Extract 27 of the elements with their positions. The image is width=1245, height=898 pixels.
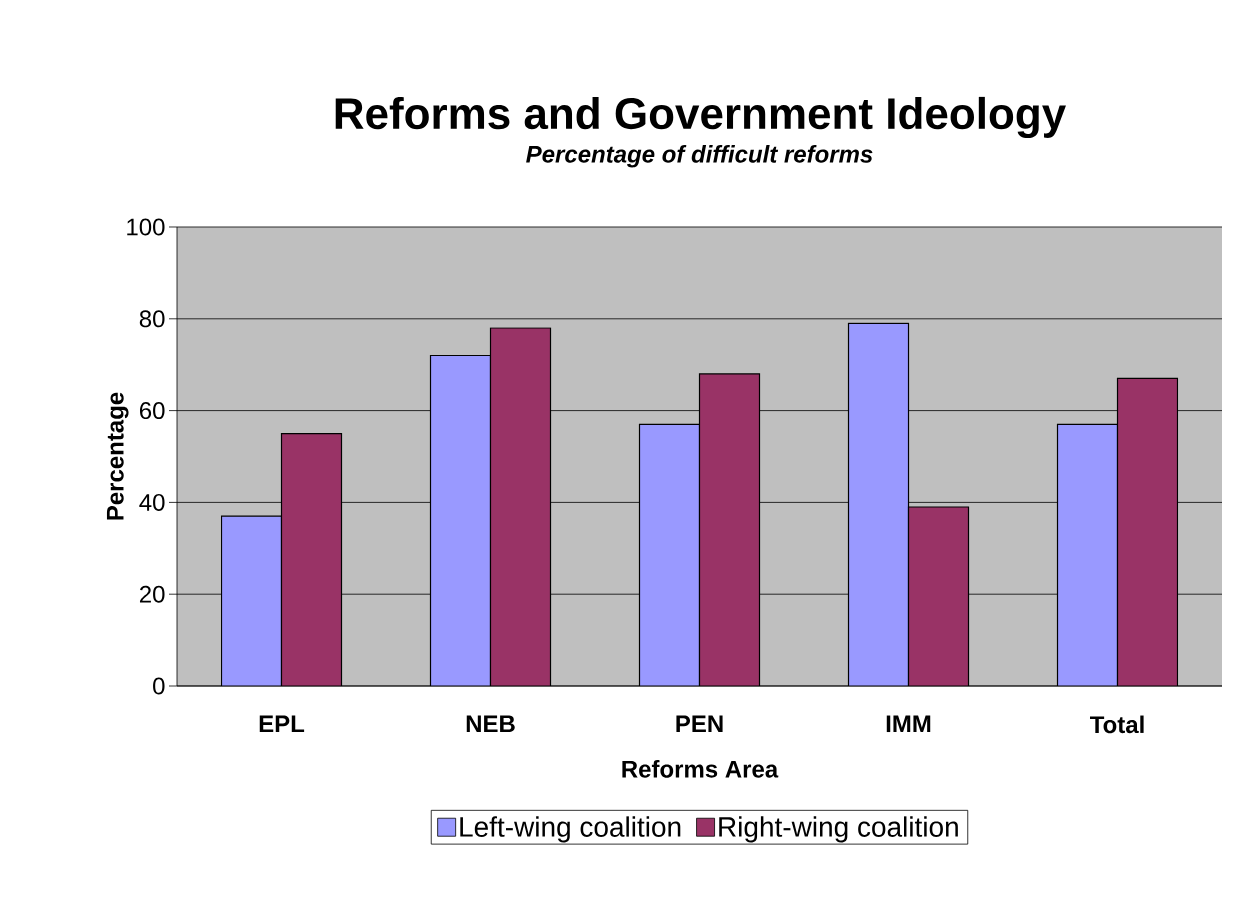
x-tick-label: IMM xyxy=(886,715,931,733)
y-tick-label: 20 xyxy=(139,585,165,603)
y-tick-label: 0 xyxy=(153,677,165,695)
bar xyxy=(489,327,552,686)
bar xyxy=(907,506,970,686)
bar xyxy=(1056,423,1119,686)
legend-label: Right-wing coalition xyxy=(719,816,958,843)
bar xyxy=(429,354,492,686)
bar xyxy=(220,515,283,686)
y-tick-label: 40 xyxy=(139,493,165,511)
y-tick-label: 60 xyxy=(140,402,165,420)
x-tick-label: EPL xyxy=(259,715,305,733)
y-tick-label: 80 xyxy=(139,310,165,328)
y-tick-label: 100 xyxy=(127,218,165,236)
x-tick-label: PEN xyxy=(676,715,723,733)
legend-label: Left-wing coalition xyxy=(460,816,681,843)
y-axis-title: Percentage xyxy=(106,392,129,520)
chart-subtitle: Percentage of difficult reforms xyxy=(526,145,873,168)
bar xyxy=(638,423,701,686)
bar xyxy=(847,322,910,686)
chart-title: Reforms and Government Ideology xyxy=(335,96,1066,139)
bar xyxy=(698,373,761,686)
x-axis-title: Reforms Area xyxy=(622,760,779,778)
x-tick-label: NEB xyxy=(466,715,515,733)
x-tick-label: Total xyxy=(1090,715,1144,734)
bar xyxy=(1116,377,1179,686)
bar xyxy=(280,432,343,686)
